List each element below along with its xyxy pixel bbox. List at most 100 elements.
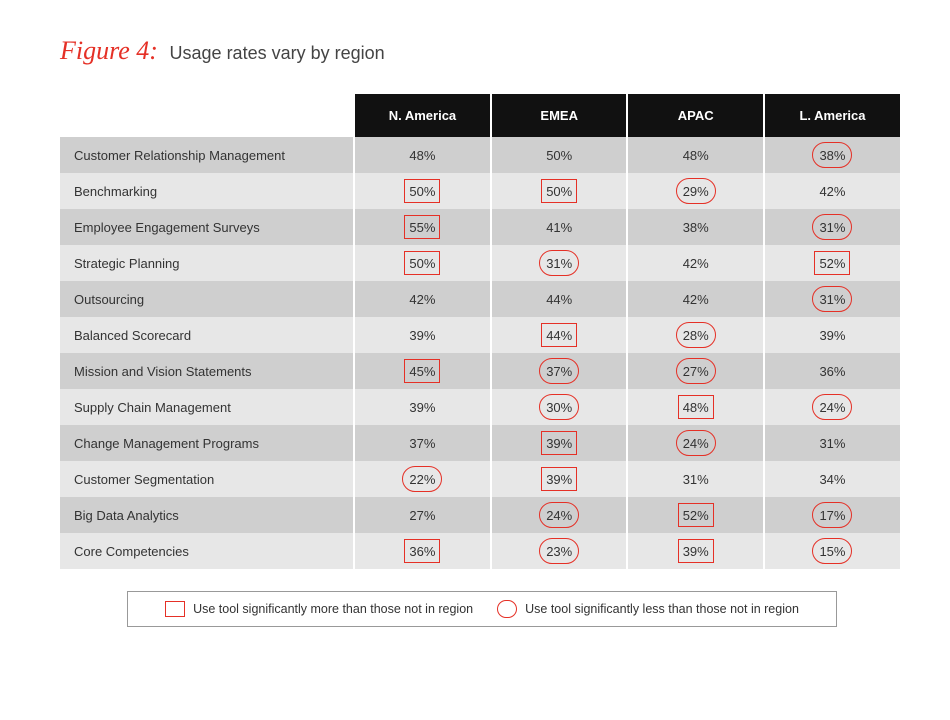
row-label: Benchmarking <box>60 173 354 209</box>
value-marked-more: 48% <box>678 395 714 419</box>
value-cell: 50% <box>491 173 628 209</box>
value-cell: 37% <box>354 425 491 461</box>
value-cell: 31% <box>764 425 900 461</box>
value-cell: 36% <box>764 353 900 389</box>
value-plain: 34% <box>814 467 850 491</box>
value-marked-more: 52% <box>678 503 714 527</box>
value-marked-more: 45% <box>404 359 440 383</box>
value-cell: 37% <box>491 353 628 389</box>
value-cell: 30% <box>491 389 628 425</box>
value-cell: 48% <box>627 389 764 425</box>
value-cell: 31% <box>627 461 764 497</box>
value-marked-less: 38% <box>812 142 852 168</box>
value-plain: 50% <box>541 143 577 167</box>
value-cell: 29% <box>627 173 764 209</box>
value-marked-less: 17% <box>812 502 852 528</box>
value-marked-more: 36% <box>404 539 440 563</box>
value-cell: 52% <box>627 497 764 533</box>
header-row: N. America EMEA APAC L. America <box>60 94 900 137</box>
value-cell: 23% <box>491 533 628 569</box>
value-plain: 31% <box>814 431 850 455</box>
value-plain: 48% <box>404 143 440 167</box>
value-plain: 37% <box>404 431 440 455</box>
value-cell: 45% <box>354 353 491 389</box>
value-cell: 31% <box>764 209 900 245</box>
value-plain: 31% <box>678 467 714 491</box>
row-label: Customer Relationship Management <box>60 137 354 173</box>
value-cell: 44% <box>491 317 628 353</box>
value-marked-less: 31% <box>812 286 852 312</box>
value-cell: 36% <box>354 533 491 569</box>
value-cell: 44% <box>491 281 628 317</box>
value-plain: 39% <box>404 323 440 347</box>
value-cell: 42% <box>354 281 491 317</box>
value-cell: 42% <box>627 281 764 317</box>
table-body: Customer Relationship Management 48% 50% 48… <box>60 137 900 569</box>
value-cell: 27% <box>627 353 764 389</box>
value-cell: 31% <box>491 245 628 281</box>
legend-more-text: Use tool significantly more than those n… <box>193 602 473 616</box>
value-marked-more: 39% <box>678 539 714 563</box>
value-plain: 39% <box>404 395 440 419</box>
row-label: Supply Chain Management <box>60 389 354 425</box>
col-header: L. America <box>764 94 900 137</box>
row-label: Strategic Planning <box>60 245 354 281</box>
value-plain: 41% <box>541 215 577 239</box>
value-marked-less: 29% <box>676 178 716 204</box>
table-row: Customer Segmentation22%39%31%34% <box>60 461 900 497</box>
value-cell: 24% <box>627 425 764 461</box>
value-cell: 24% <box>764 389 900 425</box>
row-label: Balanced Scorecard <box>60 317 354 353</box>
value-plain: 44% <box>541 287 577 311</box>
value-marked-more: 52% <box>814 251 850 275</box>
figure-container: Figure 4: Usage rates vary by region N. … <box>0 0 950 720</box>
value-plain: 27% <box>404 503 440 527</box>
table-row: Employee Engagement Surveys55%41%38%31% <box>60 209 900 245</box>
value-cell: 39% <box>764 317 900 353</box>
row-label: Change Management Programs <box>60 425 354 461</box>
value-marked-more: 39% <box>541 467 577 491</box>
value-cell: 39% <box>354 389 491 425</box>
row-label: Customer Segmentation <box>60 461 354 497</box>
value-cell: 50% <box>354 173 491 209</box>
value-cell: 38% <box>764 137 900 173</box>
table-row: Mission and Vision Statements45%37%27%36… <box>60 353 900 389</box>
header-corner <box>60 94 354 137</box>
value-marked-less: 24% <box>676 430 716 456</box>
value-cell: 42% <box>764 173 900 209</box>
value-marked-less: 24% <box>812 394 852 420</box>
value-cell: 31% <box>764 281 900 317</box>
figure-title: Figure 4: Usage rates vary by region <box>60 36 904 66</box>
value-cell: 39% <box>491 461 628 497</box>
table-head: N. America EMEA APAC L. America <box>60 94 900 137</box>
value-marked-more: 44% <box>541 323 577 347</box>
table-row: Customer Relationship Management 48% 50% 48… <box>60 137 900 173</box>
value-marked-less: 31% <box>812 214 852 240</box>
row-label: Employee Engagement Surveys <box>60 209 354 245</box>
value-cell: 48% <box>354 137 491 173</box>
value-plain: 36% <box>814 359 850 383</box>
value-cell: 27% <box>354 497 491 533</box>
value-plain: 39% <box>814 323 850 347</box>
figure-label: Figure 4: <box>60 36 158 65</box>
table-row: Big Data Analytics27%24%52%17% <box>60 497 900 533</box>
circle-swatch-icon <box>497 600 517 618</box>
table-row: Supply Chain Management 39% 30% 48% 24% <box>60 389 900 425</box>
row-label: Big Data Analytics <box>60 497 354 533</box>
value-cell: 52% <box>764 245 900 281</box>
value-cell: 50% <box>491 137 628 173</box>
value-plain: 48% <box>678 143 714 167</box>
value-cell: 38% <box>627 209 764 245</box>
legend-box: Use tool significantly more than those n… <box>127 591 837 627</box>
col-header: EMEA <box>491 94 628 137</box>
value-cell: 39% <box>354 317 491 353</box>
col-header: N. America <box>354 94 491 137</box>
value-plain: 42% <box>678 287 714 311</box>
value-cell: 50% <box>354 245 491 281</box>
table-row: Change Management Programs37%39%24%31% <box>60 425 900 461</box>
value-plain: 42% <box>678 251 714 275</box>
figure-subtitle: Usage rates vary by region <box>170 43 385 63</box>
square-swatch-icon <box>165 601 185 617</box>
table-row: Core Competencies36%23%39%15% <box>60 533 900 569</box>
value-marked-less: 28% <box>676 322 716 348</box>
